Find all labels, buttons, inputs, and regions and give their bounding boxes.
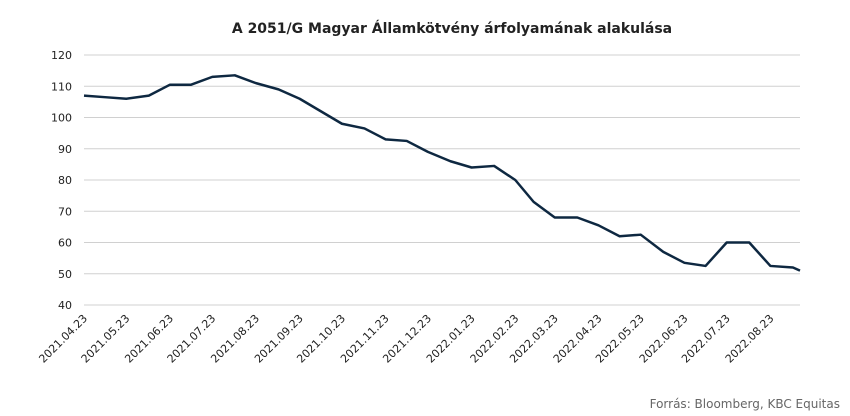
y-tick-label: 80 <box>58 174 72 187</box>
source: Forrás: Bloomberg, KBC Equitas <box>650 397 840 411</box>
y-tick-label: 120 <box>51 49 72 62</box>
y-tick-label: 110 <box>51 80 72 93</box>
y-tick-label: 70 <box>58 205 72 218</box>
y-tick-label: 60 <box>58 237 72 250</box>
y-tick-label: 90 <box>58 143 72 156</box>
chart-title: A 2051/G Magyar Államkötvény árfolyamána… <box>232 20 672 37</box>
data-line <box>83 74 801 272</box>
y-tick-label: 50 <box>58 268 72 281</box>
y-tick-label: 100 <box>51 112 72 125</box>
y-tick-label: 40 <box>58 299 72 312</box>
